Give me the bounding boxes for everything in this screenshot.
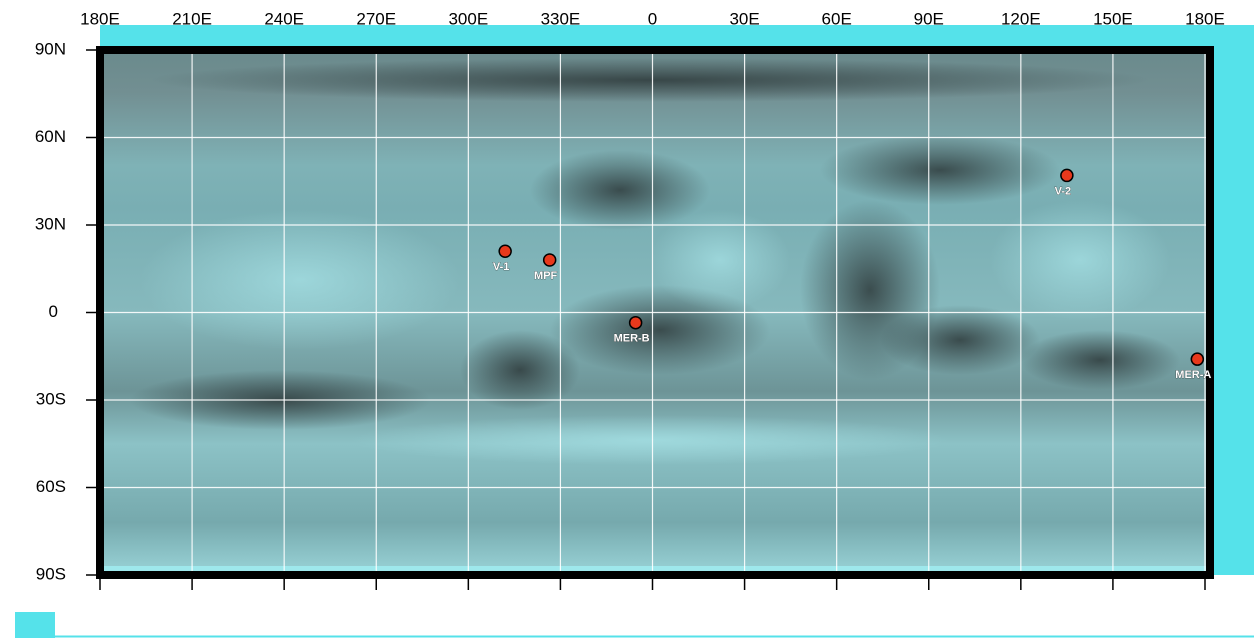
y-tick-label: 60S — [36, 477, 66, 496]
landing-site — [630, 317, 642, 329]
x-tick-label: 270E — [356, 9, 396, 28]
y-tick-label: 30S — [36, 389, 66, 408]
site-label: V-2 — [1055, 185, 1072, 197]
landing-site — [1061, 169, 1073, 181]
swatch — [15, 612, 55, 638]
landing-site — [544, 254, 556, 266]
y-tick-label: 90S — [36, 564, 66, 583]
x-tick-label: 180E — [80, 9, 120, 28]
site-label: V-1 — [493, 261, 510, 273]
x-tick-label: 150E — [1093, 9, 1133, 28]
landing-site — [499, 245, 511, 257]
y-tick-label: 30N — [35, 214, 66, 233]
y-tick-label: 90N — [35, 39, 66, 58]
x-tick-label: 300E — [448, 9, 488, 28]
landing-site — [1191, 353, 1203, 365]
x-tick-label: 90E — [914, 9, 944, 28]
site-label: MER-A — [1175, 369, 1211, 381]
x-tick-label: 60E — [822, 9, 852, 28]
x-tick-label: 330E — [541, 9, 581, 28]
x-tick-label: 240E — [264, 9, 304, 28]
x-tick-label: 210E — [172, 9, 212, 28]
x-tick-label: 120E — [1001, 9, 1041, 28]
x-tick-label: 30E — [729, 9, 759, 28]
x-tick-label: 0 — [648, 9, 657, 28]
mars-map: 180E 210E 240E 270E 300E 330E 0 30E 60E 90E 120E 15… — [0, 0, 1254, 638]
y-tick-label: 0 — [49, 302, 58, 321]
y-tick-label: 60N — [35, 127, 66, 146]
x-tick-label: 180E — [1185, 9, 1225, 28]
site-label: MPF — [534, 270, 558, 282]
site-label: MER-B — [614, 333, 650, 345]
